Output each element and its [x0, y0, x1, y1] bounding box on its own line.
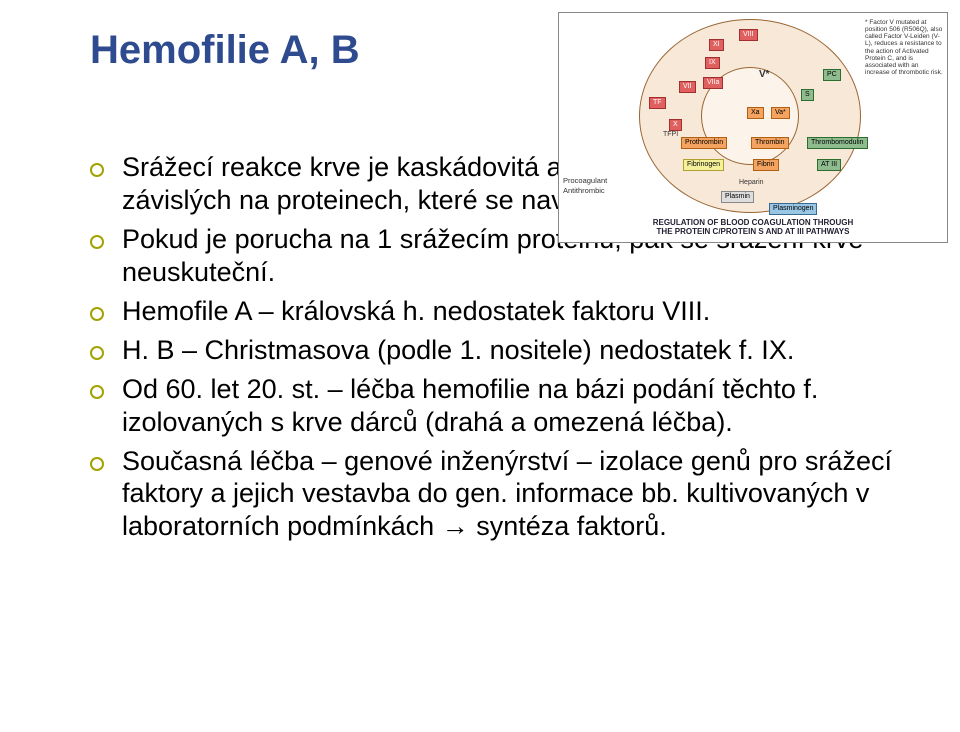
list-item: H. B – Christmasova (podle 1. nositele) … [90, 334, 900, 367]
node-fibrinogen: Fibrinogen [683, 159, 724, 171]
node-x: X [669, 119, 682, 131]
diagram-caption-line2: THE PROTEIN C/PROTEIN S AND AT III PATHW… [559, 228, 947, 237]
node-fibrin: Fibrin [753, 159, 779, 171]
list-item: Od 60. let 20. st. – léčba hemofilie na … [90, 373, 900, 439]
list-item: Hemofile A – královská h. nedostatek fak… [90, 295, 900, 328]
node-vii: VII [679, 81, 696, 93]
diagram-figure: TF VII VIIa IX VIII XI X V* Xa Va* PC S … [639, 19, 861, 214]
node-pc: PC [823, 69, 841, 81]
node-prothrombin: Prothrombin [681, 137, 727, 149]
slide: Hemofilie A, B Srážecí reakce krve je ka… [0, 0, 960, 732]
node-xa: Xa [747, 107, 764, 119]
bullet-text: H. B – Christmasova (podle 1. nositele) … [122, 335, 794, 365]
legend-antithrombic: Antithrombic [563, 187, 635, 195]
node-plasmin: Plasmin [721, 191, 754, 203]
node-viia: VIIa [703, 77, 723, 89]
bullet-text: Současná léčba – genové inženýrství – iz… [122, 446, 892, 542]
node-plasminogen: Plasminogen [769, 203, 817, 215]
node-ix: IX [705, 57, 720, 69]
diagram-left-col: Procoagulant Antithrombic [563, 19, 635, 214]
diagram-body: Procoagulant Antithrombic TF VII VIIa IX… [559, 13, 947, 216]
node-heparin: Heparin [739, 179, 764, 187]
node-tm: Thrombomodulin [807, 137, 868, 149]
node-tf: TF [649, 97, 666, 109]
bullet-text: Od 60. let 20. st. – léčba hemofilie na … [122, 374, 818, 437]
node-v: V* [759, 69, 770, 80]
node-xi: XI [709, 39, 724, 51]
diagram-caption: REGULATION OF BLOOD COAGULATION THROUGH … [559, 216, 947, 242]
legend-procoagulant: Procoagulant [563, 177, 635, 185]
diagram-footnote: * Factor V mutated at position 506 (R506… [865, 19, 943, 214]
diagram-legend: Procoagulant Antithrombic [563, 177, 635, 196]
node-thrombin: Thrombin [751, 137, 789, 149]
list-item: Současná léčba – genové inženýrství – iz… [90, 445, 900, 544]
bullet-text: Hemofile A – královská h. nedostatek fak… [122, 296, 710, 326]
node-atiii: AT III [817, 159, 841, 171]
node-va: Va* [771, 107, 790, 119]
node-tfpi: TFPI [663, 131, 678, 139]
coagulation-diagram: Procoagulant Antithrombic TF VII VIIa IX… [558, 12, 948, 243]
node-ps: S [801, 89, 814, 101]
node-viii: VIII [739, 29, 758, 41]
